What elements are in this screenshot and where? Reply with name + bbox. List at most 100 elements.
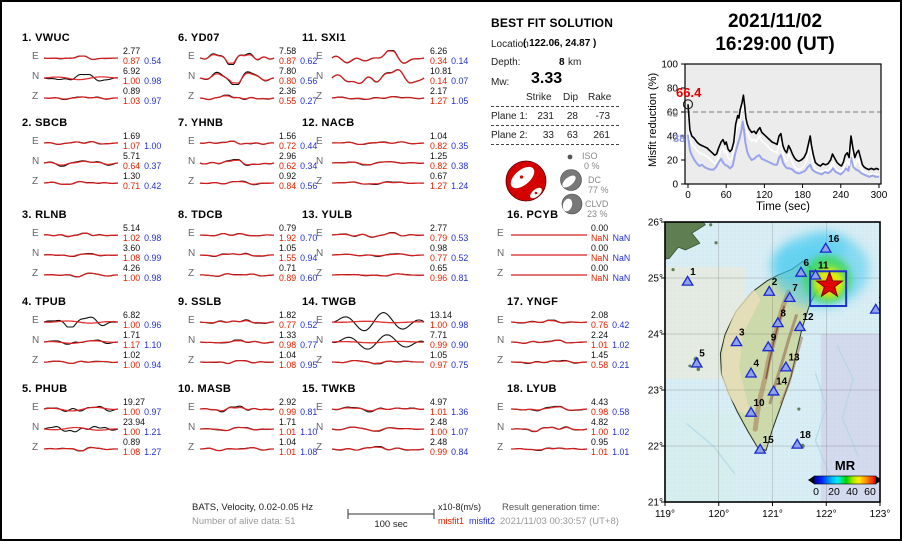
trace-values: 5.14 1.02 0.98: [123, 223, 161, 243]
misfit-reduction-chart: 0 20 40 60 80 100 0 60 120 180 240 300 66.4 48 38 Misfi…: [647, 60, 888, 214]
station-header: 2. SBCB: [22, 117, 68, 129]
misfit1-value: 0.87: [279, 55, 297, 66]
trace-amplitude: 2.92: [279, 397, 297, 407]
ridge-crest: [765, 305, 786, 379]
map-station-label: 1: [690, 267, 696, 278]
component-label: N: [32, 248, 40, 259]
waveform-trace: [199, 52, 275, 66]
depth-unit: km: [568, 57, 582, 68]
trace-values: 2.48 0.99 0.84: [430, 437, 468, 457]
component-label: Z: [497, 442, 504, 453]
data-description: BATS, Velocity, 0.02-0.05 Hz: [192, 502, 314, 513]
misfit2-value: 1.10: [144, 339, 162, 350]
trace-values: 6.26 0.34 0.14: [430, 46, 468, 66]
synthetic-waveform: [331, 340, 425, 344]
trace-amplitude: 5.14: [123, 223, 141, 233]
col-strike: Strike: [526, 92, 552, 103]
plane1-label: Plane 1:: [491, 111, 528, 122]
misfit2-value: 1.02: [612, 339, 630, 350]
trace-amplitude: 2.96: [279, 151, 297, 161]
blue-value-label: 38: [673, 133, 685, 145]
map-lat-label: 24°: [648, 330, 663, 341]
misfit2-value: 0.81: [300, 406, 318, 417]
trace-amplitude: 13.14: [430, 310, 453, 320]
misfit1-value: 0.80: [279, 75, 297, 86]
station-header: 9. SSLB: [178, 296, 222, 308]
misfit2-value: 0.90: [451, 339, 469, 350]
trace-values: 1.45 0.58 0.21: [591, 350, 629, 370]
legend-title: MR: [835, 458, 856, 473]
misfit1-value: NaN: [591, 232, 609, 243]
result-time-label: Result generation time:: [502, 502, 600, 513]
waveform-trace: [331, 232, 425, 238]
map-lon-label: 122°: [816, 509, 837, 520]
trace-values: 1.05 0.97 0.75: [430, 350, 468, 370]
component-label: N: [188, 248, 196, 259]
trace-amplitude: 1.56: [279, 131, 297, 141]
event-time: 16:29:00 (UT): [715, 34, 835, 55]
synthetic-waveform: [331, 446, 425, 451]
component-label: E: [32, 315, 39, 326]
misfit2-value: 1.02: [612, 426, 630, 437]
station-header: 17. YNGF: [507, 296, 559, 308]
trace-amplitude: 4.26: [123, 263, 141, 273]
component-label: Z: [32, 442, 39, 453]
component-label: E: [188, 51, 195, 62]
component-label: E: [316, 228, 323, 239]
series-#9aa4ec: [687, 120, 879, 178]
waveform-trace: [331, 446, 425, 451]
waveform-trace: [43, 180, 119, 185]
trace-values: 1.04 0.82 0.35: [430, 131, 468, 151]
misfit2-value: 0.98: [451, 319, 469, 330]
synthetic-waveform: [199, 253, 274, 257]
peak-value-label: 66.4: [676, 85, 702, 100]
depth-value: 8: [559, 57, 565, 68]
plane1-dip: 28: [566, 111, 578, 122]
misfit2-value: 0.07: [451, 75, 469, 86]
map-station-triangle: [790, 438, 804, 449]
misfit2-value: 0.34: [300, 160, 318, 171]
trace-values: 0.89 1.03 0.97: [123, 86, 161, 106]
x-axis-title: Time (sec): [756, 201, 810, 213]
misfit1-value: 0.76: [591, 319, 609, 330]
islet: [671, 268, 675, 272]
legend-tick-label: 20: [828, 486, 840, 498]
trace-amplitude: 23.94: [123, 417, 146, 427]
misfit1-value: 1.00: [123, 426, 141, 437]
synthetic-waveform: [510, 319, 588, 324]
trace-values: 0.65 0.96 0.81: [430, 263, 468, 283]
trace-amplitude: 6.82: [123, 310, 141, 320]
component-label: N: [316, 71, 324, 82]
map-station-triangle: [793, 320, 807, 332]
sea-sw: [665, 412, 735, 502]
waveform-trace: [510, 405, 588, 412]
station-header: 1. VWUC: [22, 32, 70, 44]
map-lon-label: 123°: [870, 509, 891, 520]
trace-amplitude: 0.00: [591, 243, 609, 253]
trace-values: 0.00 NaN NaN: [591, 263, 630, 283]
trace-values: 0.89 1.08 1.27: [123, 437, 161, 457]
trace-amplitude: 5.71: [123, 151, 141, 161]
y-axis-title: Misfit reduction (%): [647, 73, 659, 167]
waveform-trace: [510, 359, 588, 365]
synthetic-waveform: [43, 232, 119, 237]
map-station-triangle: [809, 268, 822, 280]
waveform-trace: [43, 360, 119, 365]
component-label: Z: [497, 268, 504, 279]
station-header: 3. RLNB: [22, 209, 67, 221]
station-header: 5. PHUB: [22, 383, 68, 395]
legend-tick-label: 40: [846, 486, 858, 498]
china-coast: [665, 222, 706, 260]
observed-waveform: [43, 73, 119, 82]
trace-values: 4.82 1.00 1.02: [591, 417, 630, 437]
trace-amplitude: 1.71: [123, 330, 141, 340]
station-header: 16. PCYB: [507, 209, 559, 221]
x-tick-label: 60: [721, 190, 733, 201]
trace-amplitude: 10.81: [430, 66, 453, 76]
component-label: Z: [316, 268, 323, 279]
misfit1-value: 1.03: [123, 95, 141, 106]
component-label: E: [32, 402, 39, 413]
synthetic-waveform: [199, 340, 275, 344]
